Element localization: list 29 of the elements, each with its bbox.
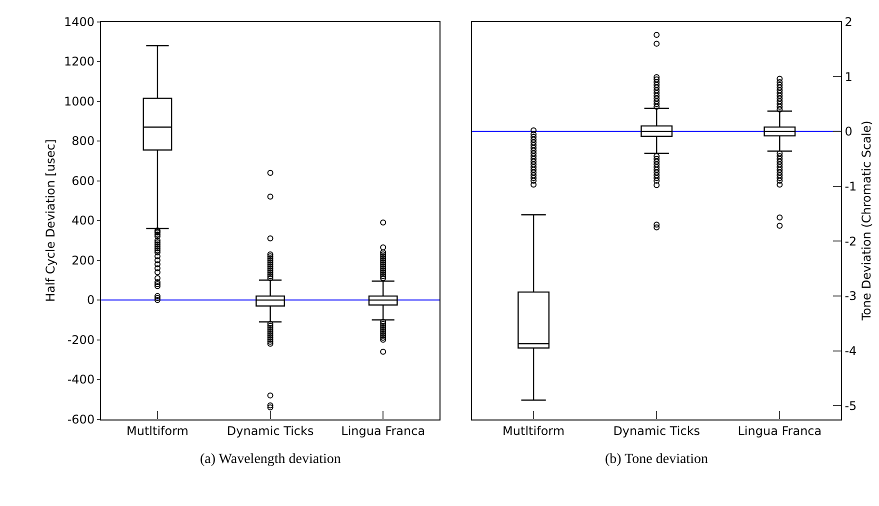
y-axis-title: Half Cycle Deviation [usec] xyxy=(43,139,58,302)
y-tick-label: -200 xyxy=(67,332,95,347)
y-tick-label: 0 xyxy=(86,293,95,308)
y-tick-label: 2 xyxy=(844,14,852,29)
y-tick-label: 0 xyxy=(844,124,852,139)
y-tick-label: 800 xyxy=(72,134,95,148)
y-tick-label: -600 xyxy=(67,412,95,426)
x-tick-label: Lingua Franca xyxy=(341,424,426,438)
y-tick-label: 200 xyxy=(72,253,95,268)
x-tick-label: Dynamic Ticks xyxy=(226,424,314,438)
y-tick-label: -5 xyxy=(844,398,857,413)
x-tick-label: Mutltiform xyxy=(126,424,188,438)
y-tick-label: 400 xyxy=(72,214,95,228)
y-tick-label: 1200 xyxy=(64,54,95,69)
text: (b) Tone deviation xyxy=(605,452,708,467)
x-tick-label: Dynamic Ticks xyxy=(613,424,700,438)
y-tick-label: -3 xyxy=(844,289,857,304)
y-tick-label: -4 xyxy=(844,344,857,358)
text: (a) Wavelength deviation xyxy=(200,452,341,467)
y-tick-label: -2 xyxy=(844,234,857,248)
y-tick-label: 1000 xyxy=(64,94,95,108)
y-tick-label: -400 xyxy=(67,372,95,387)
x-tick-label: Lingua Franca xyxy=(738,424,822,438)
y-tick-label: 1 xyxy=(844,70,852,84)
y-tick-label: 600 xyxy=(72,174,95,188)
y-axis-title: Tone Deviation (Chromatic Scale) xyxy=(860,120,874,322)
x-tick-label: Mutltiform xyxy=(502,424,565,438)
y-tick-label: -1 xyxy=(844,179,857,194)
y-tick-label: 1400 xyxy=(64,14,95,29)
